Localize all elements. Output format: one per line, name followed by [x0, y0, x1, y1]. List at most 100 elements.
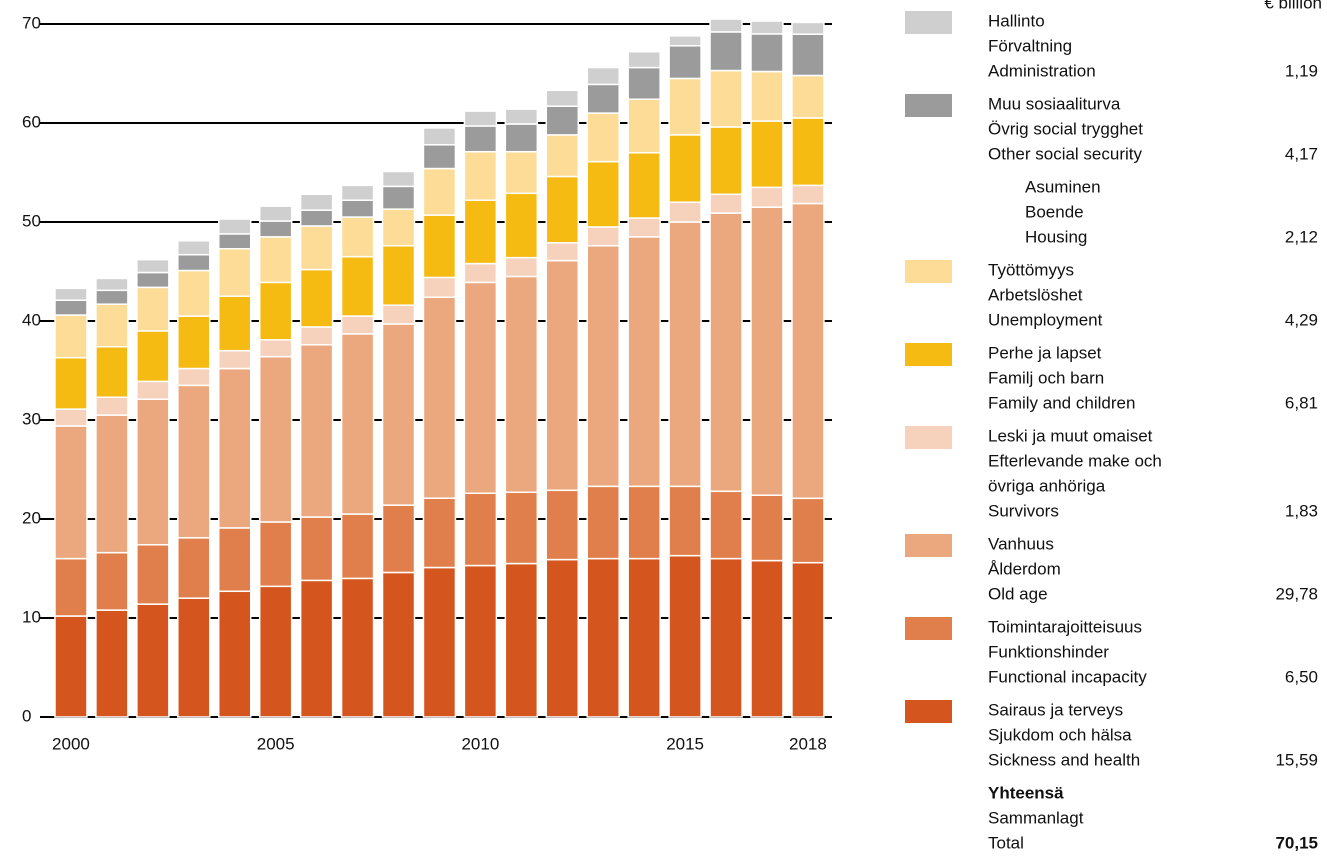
- legend-label: Familj och barn: [988, 368, 1104, 387]
- bar-segment: [381, 304, 416, 325]
- bar-segment: [545, 89, 580, 107]
- bar-segment: [750, 120, 784, 189]
- bar-segment: [381, 323, 416, 506]
- bar-segment: [463, 564, 498, 718]
- legend-label: Förvaltning: [988, 36, 1072, 55]
- legend-label: Survivors: [988, 501, 1059, 520]
- bar-segment: [791, 202, 825, 500]
- legend-label: Yhteensä: [988, 783, 1064, 802]
- bar-segment: [668, 35, 702, 47]
- legend-value: 1,19: [1285, 61, 1318, 80]
- legend-label: Asuminen: [1025, 177, 1101, 196]
- bar-segment: [791, 497, 825, 564]
- bar-segment: [463, 492, 498, 567]
- bar-segment: [545, 242, 580, 262]
- bar-segment: [586, 160, 620, 228]
- bar-segment: [463, 281, 498, 495]
- x-tick-label: 2015: [666, 734, 704, 753]
- bar-segment: [504, 150, 539, 195]
- bar-segment: [668, 221, 702, 488]
- bar-segment: [463, 262, 498, 284]
- bar-segment: [95, 551, 129, 611]
- bar-segment: [95, 277, 129, 292]
- bar-segment: [586, 112, 620, 163]
- bar-segment: [95, 396, 129, 416]
- bar-segment: [791, 184, 825, 205]
- legend-value: 29,78: [1275, 584, 1318, 603]
- bar-segment: [750, 206, 784, 496]
- bar-segment: [177, 240, 211, 256]
- bar-segment: [136, 271, 170, 289]
- bar-segment: [54, 287, 88, 301]
- legend-label: Family and children: [988, 393, 1135, 412]
- bar-segment: [54, 615, 88, 718]
- legend-value: 4,17: [1285, 144, 1318, 163]
- legend-swatch: [905, 94, 952, 117]
- bar-segment: [299, 344, 334, 518]
- bar-segment: [54, 299, 88, 316]
- bar-segment: [258, 220, 293, 238]
- bar-segment: [750, 70, 784, 122]
- legend-label: Muu sosiaaliturva: [988, 94, 1121, 113]
- bar-segment: [258, 521, 293, 588]
- legend-label: Leski ja muut omaiset: [988, 426, 1153, 445]
- bar-segment: [627, 50, 661, 69]
- unit-label: € billion: [1264, 0, 1322, 12]
- bar-segment: [299, 579, 334, 718]
- bar-segment: [586, 245, 620, 488]
- bar-segment: [422, 276, 457, 298]
- legend-label: Vanhuus: [988, 534, 1054, 553]
- legend-label: Työttömyys: [988, 260, 1074, 279]
- bar-segment: [750, 494, 784, 562]
- legend-value: 4,29: [1285, 310, 1318, 329]
- bar-segment: [258, 339, 293, 358]
- bar-segment: [381, 170, 416, 188]
- bar-segment: [627, 151, 661, 219]
- bar-segment: [217, 590, 252, 718]
- legend-value: 70,15: [1275, 833, 1318, 852]
- bar-segment: [136, 543, 170, 605]
- bar-segment: [177, 384, 211, 539]
- x-tick-label: 2010: [461, 734, 499, 753]
- bar-segment: [545, 134, 580, 178]
- bar-segment: [258, 585, 293, 718]
- legend-label: Sjukdom och hälsa: [988, 725, 1132, 744]
- legend-label: Total: [988, 833, 1024, 852]
- legend-label: Sairaus ja terveys: [988, 700, 1123, 719]
- legend-value: 15,59: [1275, 750, 1318, 769]
- bar-segment: [545, 105, 580, 136]
- bar-segment: [791, 33, 825, 77]
- bar-segment: [136, 330, 170, 383]
- bar-segment: [299, 516, 334, 582]
- bar-segment: [177, 253, 211, 272]
- bar-segment: [217, 247, 252, 297]
- bar-segment: [709, 193, 743, 214]
- legend-swatch: [905, 426, 952, 449]
- bar-segment: [422, 296, 457, 499]
- bar-segment: [504, 275, 539, 494]
- bar-segment: [95, 303, 129, 348]
- bar-segment: [422, 214, 457, 279]
- legend-label: Housing: [1025, 227, 1087, 246]
- y-tick-label: 10: [22, 607, 41, 626]
- bar-segment: [668, 201, 702, 223]
- x-tick-label: 2000: [52, 734, 90, 753]
- bar-segment: [750, 33, 784, 73]
- bar-segment: [177, 367, 211, 387]
- legend-swatch: [905, 343, 952, 366]
- bar-segment: [340, 199, 375, 218]
- y-tick-label: 20: [22, 508, 41, 527]
- bar-segment: [381, 245, 416, 306]
- bar-segment: [545, 489, 580, 561]
- bar-segment: [750, 186, 784, 208]
- bar-segment: [422, 167, 457, 216]
- bar-segment: [422, 497, 457, 569]
- legend-label: Unemployment: [988, 310, 1103, 329]
- x-tick-label: 2018: [789, 734, 827, 753]
- bar-segment: [463, 110, 498, 127]
- bar-segment: [217, 527, 252, 593]
- legend-swatch: [905, 700, 952, 723]
- bar-segment: [217, 218, 252, 235]
- bar-segment: [709, 126, 743, 196]
- y-tick-label: 30: [22, 409, 41, 428]
